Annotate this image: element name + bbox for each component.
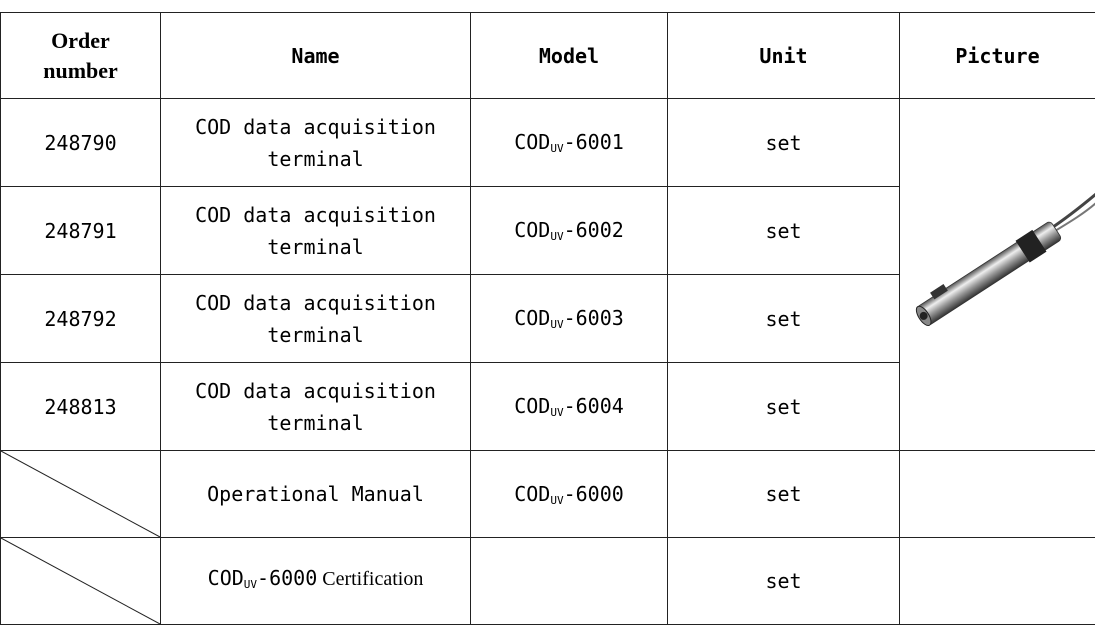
header-cell: Unit (668, 13, 900, 99)
text-suffix: -6003 (564, 306, 624, 330)
unit: set (765, 219, 801, 243)
header-text: Order number (36, 26, 126, 86)
text-subscript: UV (244, 578, 257, 591)
text-base: COD (208, 566, 244, 590)
header-cell: Name (161, 13, 471, 99)
header-cell: Picture (900, 13, 1095, 99)
picture-cell (900, 99, 1095, 451)
model-cell: CODUV-6001 (471, 99, 668, 187)
text-suffix: -6000 (257, 566, 317, 590)
name-text: COD data acquisition terminal (171, 199, 461, 263)
text-subscript: UV (550, 494, 563, 507)
unit: set (765, 395, 801, 419)
order-cell: 248813 (1, 363, 161, 451)
text-base: COD (514, 306, 550, 330)
product-picture (900, 99, 1095, 445)
text-base: COD (514, 130, 550, 154)
name-text: COD data acquisition terminal (171, 287, 461, 351)
name-cell: COD data acquisition terminal (161, 363, 471, 451)
order-cell (1, 538, 161, 625)
unit-cell: set (668, 99, 900, 187)
order-cell: 248792 (1, 275, 161, 363)
name-cell: CODUV-6000 Certification (161, 538, 471, 625)
unit-cell: set (668, 451, 900, 538)
order-number: 248790 (44, 131, 116, 155)
unit: set (765, 569, 801, 593)
text-subscript: UV (550, 142, 563, 155)
diagonal (1, 538, 160, 624)
name-text: COD data acquisition terminal (171, 375, 461, 439)
model-cell: CODUV-6000 (471, 451, 668, 538)
text-subscript: UV (550, 318, 563, 331)
unit: set (765, 307, 801, 331)
model-cell: CODUV-6002 (471, 187, 668, 275)
name-text: COD data acquisition terminal (171, 111, 461, 175)
picture-cell (900, 538, 1095, 625)
text-base: COD (514, 394, 550, 418)
unit-cell: set (668, 363, 900, 451)
header-row: Order number Name Model Unit Picture (1, 13, 1095, 99)
text-subscript: UV (550, 230, 563, 243)
name-cell: COD data acquisition terminal (161, 275, 471, 363)
order-number: 248792 (44, 307, 116, 331)
name-cell: Operational Manual (161, 451, 471, 538)
model-cell: CODUV-6003 (471, 275, 668, 363)
text-base: COD (514, 482, 550, 506)
name-text: CODUV-6000 Certification (171, 562, 461, 601)
order-number: 248791 (44, 219, 116, 243)
text-base: COD (514, 218, 550, 242)
unit-cell: set (668, 538, 900, 625)
picture-cell (900, 451, 1095, 538)
text-suffix: -6002 (564, 218, 624, 242)
model-cell (471, 538, 668, 625)
text-suffix: -6004 (564, 394, 624, 418)
order-cell: 248790 (1, 99, 161, 187)
table-row: CODUV-6000 Certification set (1, 538, 1095, 625)
order-cell (1, 451, 161, 538)
name-cell: COD data acquisition terminal (161, 187, 471, 275)
unit: set (765, 131, 801, 155)
header-cell: Order number (1, 13, 161, 99)
unit-cell: set (668, 275, 900, 363)
unit-cell: set (668, 187, 900, 275)
header-cell: Model (471, 13, 668, 99)
name-text: Operational Manual (171, 478, 461, 510)
text-rest: Certification (317, 568, 423, 590)
order-cell: 248791 (1, 187, 161, 275)
text-suffix: -6000 (564, 482, 624, 506)
product-table: Order number Name Model Unit Picture 248… (0, 12, 1095, 625)
text-subscript: UV (550, 406, 563, 419)
text-suffix: -6001 (564, 130, 624, 154)
unit: set (765, 482, 801, 506)
table-row: Operational Manual CODUV-6000 set (1, 451, 1095, 538)
model-cell: CODUV-6004 (471, 363, 668, 451)
diagonal (1, 451, 160, 537)
order-number: 248813 (44, 395, 116, 419)
name-cell: COD data acquisition terminal (161, 99, 471, 187)
